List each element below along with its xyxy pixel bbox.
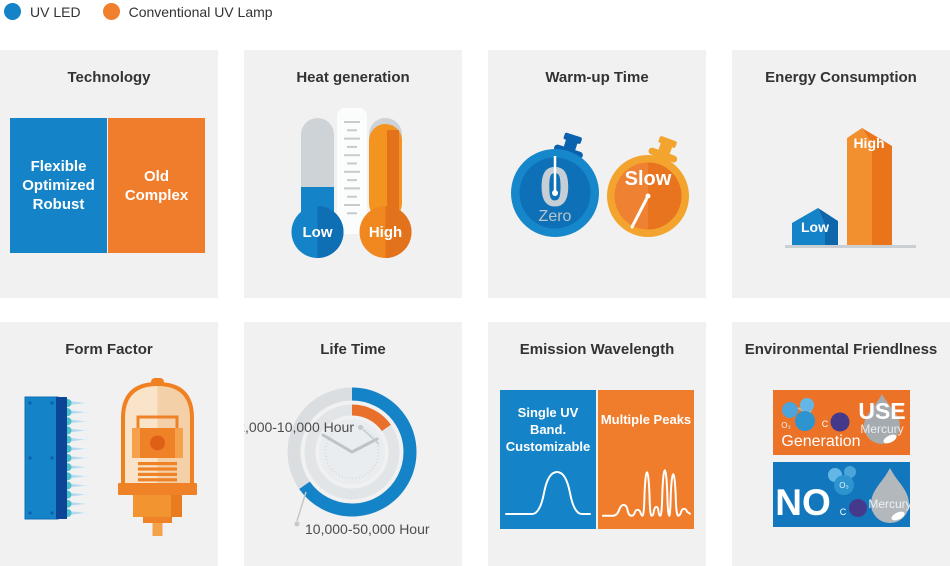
emission-led-line2: Customizable: [505, 439, 591, 454]
technology-comparison: Flexible Optimized Robust Old Complex: [10, 118, 205, 253]
led-module: [24, 396, 90, 520]
energy-lamp-label: High: [853, 135, 884, 151]
warmup-led-label: Zero: [539, 208, 572, 225]
uv-led-dot-icon: [4, 3, 21, 20]
mercury-droplet-icon: [871, 468, 909, 524]
lifetime-led-callout: 10,000-50,000 Hour: [294, 491, 430, 537]
lifetime-led-label: 10,000-50,000 Hour: [305, 521, 430, 537]
legend-item-uv-led: UV LED: [4, 3, 81, 20]
ozone-molecule-icon: [828, 466, 856, 495]
lifetime-illustration: 2,000-10,000 Hour 10,000-50,000 Hour: [244, 387, 430, 537]
technology-led-box: Flexible Optimized Robust: [10, 118, 107, 253]
technology-led-line1: Flexible: [30, 158, 87, 175]
panel-title-energy: Energy Consumption: [765, 69, 917, 86]
single-peak-curve: [505, 470, 591, 515]
technology-led-line3: Robust: [32, 196, 85, 213]
panel-heat-generation: Heat generation: [244, 50, 462, 298]
lifetime-led-arc: [299, 387, 417, 517]
stopwatch-lamp: Slow: [607, 136, 689, 237]
energy-illustration: Low High: [785, 128, 916, 248]
technology-lamp-line1: Old: [144, 167, 169, 185]
env-led-o3-label: O₃: [839, 481, 848, 490]
env-lamp-generation-label: Generation: [781, 433, 860, 450]
lifetime-lamp-callout: 2,000-10,000 Hour: [244, 419, 380, 445]
emission-comparison: Single UV Band. Customizable Multiple Pe…: [500, 390, 694, 529]
env-lamp-c-label: C: [822, 419, 829, 429]
warmup-lamp-label: Slow: [625, 168, 672, 190]
emission-led-label: Single UV Band. Customizable: [500, 404, 596, 455]
environment-illustration: O₃ C Generation USE Mercury O₃: [773, 390, 912, 527]
energy-bar-lamp: High: [847, 128, 892, 245]
panel-form-factor: Form Factor: [0, 322, 218, 566]
panel-life-time: Life Time 2,000-10,000 Hour 10,000-50,00…: [244, 322, 462, 566]
uv-lamp-dot-icon: [102, 3, 120, 20]
form-factor-illustration: [24, 378, 197, 536]
mercury-droplet-icon: [864, 394, 900, 445]
panel-title-environment: Environmental Friendlness: [744, 341, 938, 358]
env-led-c-label: C: [840, 507, 847, 517]
panel-title-warmup: Warm-up Time: [545, 69, 649, 86]
panel-title-emission: Emission Wavelength: [519, 341, 675, 358]
lifetime-lamp-arc: [351, 404, 391, 432]
stopwatch-led: 0 Zero: [511, 132, 599, 237]
heat-generation-illustration: Low High: [291, 108, 412, 258]
heat-lamp-label: High: [369, 224, 402, 241]
emission-lamp-label: Multiple Peaks: [600, 412, 692, 427]
carbon-molecule-icon: [849, 499, 867, 517]
env-lamp-use-label: USE: [858, 398, 905, 424]
thermometer-scale: [337, 108, 367, 234]
thermometer-lamp: High: [359, 118, 412, 258]
lifetime-lamp-label: 2,000-10,000 Hour: [244, 419, 354, 435]
emission-lamp-box: Multiple Peaks: [598, 390, 694, 529]
emission-led-box: Single UV Band. Customizable: [500, 390, 596, 529]
heat-led-label: Low: [303, 224, 333, 241]
env-led-no-label: NO: [775, 482, 831, 523]
energy-bar-led: Low: [792, 208, 838, 245]
panel-title-technology: Technology: [67, 69, 151, 86]
legend-label-uv-led: UV LED: [30, 3, 81, 20]
panel-title-lifetime: Life Time: [320, 341, 386, 358]
clock-hands: [321, 433, 379, 454]
thermometer-led: Low: [291, 118, 344, 258]
legend-item-uv-lamp: Conventional UV Lamp: [102, 3, 273, 20]
multiple-peaks-curve: [601, 469, 692, 517]
panel-environmental-friendliness: Environmental Friendlness O₃ C Generatio…: [732, 322, 950, 566]
panel-warmup-time: Warm-up Time 0 Zero: [488, 50, 706, 298]
environment-led-box: O₃ C NO Mercury: [773, 462, 912, 527]
technology-lamp-line2: Complex: [124, 186, 189, 204]
technology-led-line2: Optimized: [22, 177, 95, 194]
emission-led-line1: Single UV Band.: [517, 405, 579, 437]
energy-led-label: Low: [801, 219, 829, 235]
technology-lamp-box: Old Complex: [108, 118, 205, 253]
panel-title-heat: Heat generation: [296, 69, 410, 86]
env-led-mercury-label: Mercury: [868, 497, 911, 511]
panel-title-form: Form Factor: [65, 341, 153, 358]
panel-technology: Technology Flexible Optimized Robust Old…: [0, 50, 218, 298]
panel-energy-consumption: Energy Consumption Low High: [732, 50, 950, 298]
legend-label-uv-lamp: Conventional UV Lamp: [128, 3, 273, 20]
env-lamp-mercury-label: Mercury: [860, 422, 903, 436]
environment-lamp-box: O₃ C Generation USE Mercury: [773, 390, 910, 455]
ozone-molecule-icon: [782, 398, 815, 431]
env-lamp-o3-label: O₃: [781, 421, 790, 430]
panel-grid: Technology Flexible Optimized Robust Old…: [0, 50, 950, 566]
uv-lamp-bulb: [118, 378, 197, 536]
panel-emission-wavelength: Emission Wavelength Single UV Band. Cust…: [488, 322, 706, 566]
warmup-illustration: 0 Zero Slow: [511, 132, 689, 237]
lifetime-donut: [287, 387, 417, 517]
carbon-molecule-icon: [830, 412, 850, 432]
legend: UV LED Conventional UV Lamp: [4, 3, 273, 20]
